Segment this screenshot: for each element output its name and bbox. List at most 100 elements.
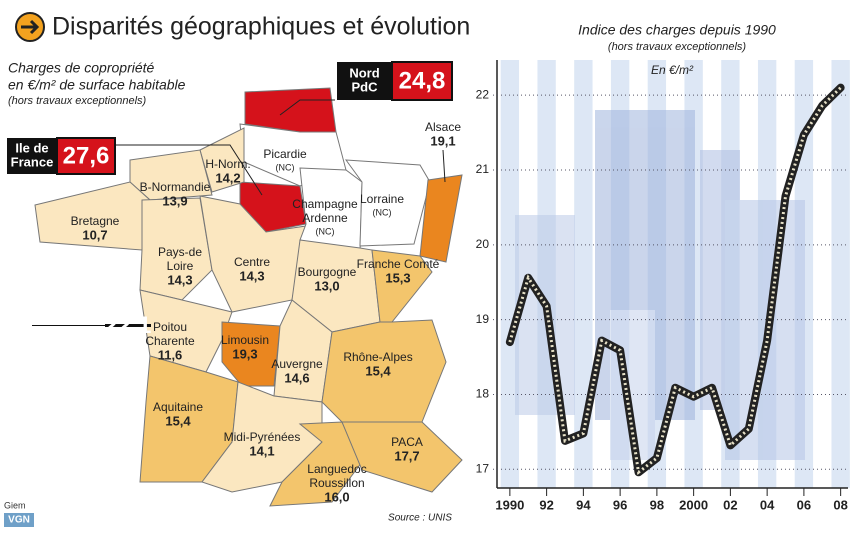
credit: Giem <box>4 500 26 510</box>
region-name: Auvergne <box>271 357 323 371</box>
x-tick-label: 02 <box>723 497 737 512</box>
region-name: Pays-de <box>158 245 202 259</box>
region-value: 19,3 <box>232 346 257 361</box>
region-name: H-Norm. <box>205 157 250 171</box>
region-value: 15,3 <box>385 270 410 285</box>
region-name: Alsace <box>425 120 461 134</box>
region-value: 14,6 <box>284 370 309 385</box>
region-name: Aquitaine <box>153 400 203 414</box>
region-note: (NC) <box>316 226 335 236</box>
leader <box>279 99 335 116</box>
region-value: 13,0 <box>314 278 339 293</box>
callout-value: 24,8 <box>399 67 446 94</box>
callout-name: Nord <box>349 65 379 80</box>
region-value: 19,1 <box>430 133 455 148</box>
chart-subtitle: (hors travaux exceptionnels) <box>608 41 747 53</box>
region <box>129 149 213 201</box>
region <box>199 127 245 193</box>
region <box>321 319 447 423</box>
region-name: Poitou <box>153 320 187 334</box>
region-value: 14,1 <box>249 443 274 458</box>
x-tick-label: 92 <box>539 497 553 512</box>
region-name: Centre <box>234 255 270 269</box>
x-tick-label: 04 <box>760 497 775 512</box>
region-name: Midi-Pyrénées <box>224 430 301 444</box>
region-value: 14,3 <box>167 272 192 287</box>
callout-name: France <box>11 154 54 169</box>
map-note: (hors travaux exceptionnels) <box>8 95 147 107</box>
region-name: Franche Comté <box>357 257 440 271</box>
callout-value-box <box>391 61 453 101</box>
x-tick-label: 96 <box>613 497 627 512</box>
region-value: 15,4 <box>365 363 391 378</box>
callout-name-box <box>337 62 392 100</box>
buildings <box>515 110 805 460</box>
region-name: Ardenne <box>302 211 348 225</box>
credit-logo <box>4 513 34 527</box>
callout-name-box <box>7 138 57 174</box>
region <box>341 421 463 493</box>
x-tick-label: 98 <box>650 497 664 512</box>
stripe <box>500 60 520 488</box>
region-name: Charente <box>145 334 195 348</box>
region <box>419 174 463 263</box>
region-value: 16,0 <box>324 489 349 504</box>
region-note: (NC) <box>373 207 392 217</box>
region-name: Loire <box>167 259 194 273</box>
y-tick-label: 19 <box>476 312 490 326</box>
callout-value-box <box>105 324 151 327</box>
region-value: 17,7 <box>394 448 419 463</box>
region <box>244 87 337 133</box>
region-value: 11,6 <box>158 347 183 362</box>
leader <box>115 144 263 196</box>
line-series-dash <box>508 86 842 476</box>
title-arrow <box>21 19 40 35</box>
callout-value-box <box>56 137 116 175</box>
region-value: 14,2 <box>215 170 240 185</box>
callout-name: Ile de <box>15 140 48 155</box>
callout-name: PdC <box>352 79 379 94</box>
region-name: Languedoc <box>307 462 366 476</box>
region-name: Champagne <box>292 197 358 211</box>
region <box>344 159 431 247</box>
y-tick-label: 21 <box>476 162 490 176</box>
region-name: Limousin <box>221 333 269 347</box>
map-subtitle: Charges de copropriété <box>8 60 155 76</box>
region-name: Lorraine <box>360 192 404 206</box>
region-name: Bretagne <box>71 214 120 228</box>
y-tick-label: 22 <box>476 87 490 101</box>
callout-name: nationale <box>40 324 97 339</box>
y-tick-label: 20 <box>476 237 490 251</box>
chart-title: Indice des charges depuis 1990 <box>578 22 776 38</box>
source: Source : UNIS <box>388 513 452 524</box>
credit: VGN <box>8 515 30 526</box>
x-tick-label: 06 <box>797 497 811 512</box>
region-name: Rhône-Alpes <box>343 350 412 364</box>
callout-value: 22,1 <box>105 312 152 339</box>
callout-name-box <box>32 325 106 326</box>
callout-value: 27,6 <box>63 142 110 169</box>
x-tick-label: 08 <box>833 497 847 512</box>
title: Disparités géographiques et évolution <box>52 13 470 41</box>
region-name: B-Normandie <box>140 180 211 194</box>
callout-name: Moyenne <box>41 310 97 325</box>
region-name: Roussillon <box>309 476 364 490</box>
y-tick-label: 18 <box>476 387 490 401</box>
region-name: Bourgogne <box>298 265 357 279</box>
leader <box>442 149 446 183</box>
map-subtitle: en €/m² de surface habitable <box>8 77 186 93</box>
region-value: 13,9 <box>162 193 187 208</box>
chart-unit: En €/m² <box>651 63 694 77</box>
stripe <box>574 60 593 488</box>
region-value: 10,7 <box>82 227 107 242</box>
y-tick-label: 17 <box>476 461 490 475</box>
x-tick-label: 2000 <box>679 497 708 512</box>
region-name: Picardie <box>263 147 307 161</box>
region <box>371 249 433 323</box>
x-tick-label: 94 <box>576 497 591 512</box>
region-note: (NC) <box>276 162 295 172</box>
region-name: PACA <box>391 435 423 449</box>
region <box>221 321 281 387</box>
